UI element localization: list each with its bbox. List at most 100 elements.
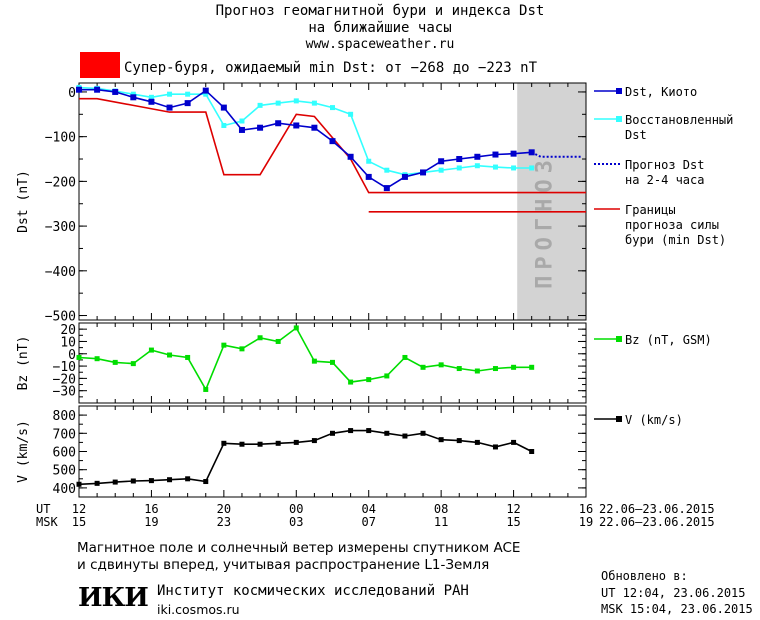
dst-kyoto-point xyxy=(510,150,517,157)
bz-point xyxy=(366,377,372,383)
v-point xyxy=(402,433,408,439)
dst-restored-point xyxy=(438,167,444,173)
v-point xyxy=(257,441,263,447)
dst-kyoto-point xyxy=(347,153,354,160)
v-point xyxy=(348,428,354,434)
dst-frame xyxy=(78,82,587,321)
dst-restored-point xyxy=(384,167,390,173)
dst-y-tick-label: −500 xyxy=(45,310,76,325)
v-point xyxy=(94,480,100,486)
dst-kyoto-point xyxy=(275,120,282,127)
ut-tick-label: 08 xyxy=(433,502,449,516)
bz-y-tick-label: −20 xyxy=(53,372,76,387)
ut-date-range: 22.06–23.06.2015 xyxy=(599,502,715,516)
v-point xyxy=(311,438,317,444)
bz-line xyxy=(78,326,532,392)
legend-v-swatch-marker xyxy=(616,416,622,422)
legend-restored-1: Восстановленный xyxy=(625,113,734,127)
institute-name: Институт космических исследований РАН xyxy=(157,583,469,599)
iki-logo: ИКИ xyxy=(78,583,149,613)
bz-point xyxy=(529,364,535,370)
msk-tick-label: 19 xyxy=(578,515,594,529)
updated-label: Обновлено в: xyxy=(601,569,688,583)
dst-restored-point xyxy=(330,105,335,111)
bz-point xyxy=(76,354,82,360)
dst-restored-point xyxy=(366,158,372,164)
dst-y-tick-label: −300 xyxy=(45,220,76,235)
bz-point xyxy=(438,362,444,368)
dst-kyoto-line xyxy=(79,88,532,190)
ut-tick-label: 04 xyxy=(361,502,376,516)
dst-bounds-line xyxy=(79,97,586,194)
legend-bz-swatch-marker xyxy=(616,336,622,342)
dst-kyoto-point xyxy=(220,104,227,111)
bz-point xyxy=(492,366,498,372)
ut-tick-label: 16 xyxy=(578,502,594,516)
bz-point xyxy=(511,364,517,370)
v-point xyxy=(76,481,82,487)
dst-kyoto-point xyxy=(184,100,191,107)
dst-y-tick-label: −400 xyxy=(45,265,76,280)
bz-point xyxy=(348,379,354,385)
v-point xyxy=(203,479,209,485)
bz-y-tick-label: 20 xyxy=(60,323,76,338)
dst-restored-point xyxy=(148,94,154,100)
legend-bounds-2: прогноза силы xyxy=(625,218,719,232)
v-point xyxy=(529,449,535,454)
legend-forecast-2: на 2-4 часа xyxy=(625,173,705,187)
bz-y-tick-label: −10 xyxy=(53,360,76,375)
bz-point xyxy=(221,342,227,348)
footer-note-line1: Магнитное поле и солнечный ветер измерен… xyxy=(77,540,521,556)
v-point xyxy=(293,439,299,445)
msk-tick-label: 15 xyxy=(506,515,521,529)
chart-title-line1: Прогноз геомагнитной бури и индекса Dst xyxy=(215,3,545,19)
msk-tick-label: 03 xyxy=(289,515,304,529)
dst-restored-point xyxy=(239,118,245,124)
dst-kyoto-point xyxy=(76,86,82,93)
dst-kyoto-point xyxy=(401,173,408,180)
dst-kyoto-point xyxy=(365,173,372,180)
v-point xyxy=(130,478,136,484)
bz-point xyxy=(112,359,118,365)
v-point xyxy=(438,437,444,443)
footer-note-line2: и сдвинуты вперед, учитывая распростране… xyxy=(77,557,490,573)
legend-kyoto-swatch-marker xyxy=(616,88,622,94)
v-frame xyxy=(78,405,587,498)
dst-kyoto-point xyxy=(257,124,264,131)
v-point xyxy=(185,476,191,482)
v-line xyxy=(78,429,533,486)
v-point xyxy=(221,440,227,446)
dst-restored-point xyxy=(203,91,209,97)
v-y-tick-label: 500 xyxy=(53,464,76,479)
dst-restored-point xyxy=(456,165,462,171)
v-point xyxy=(167,477,173,483)
bz-point xyxy=(456,366,462,372)
v-y-tick-label: 700 xyxy=(53,427,76,442)
dst-restored-point xyxy=(511,165,517,171)
v-point xyxy=(275,440,281,446)
dst-kyoto-point xyxy=(474,153,481,160)
institute-site[interactable]: iki.cosmos.ru xyxy=(157,602,240,617)
msk-tick-label: 11 xyxy=(433,515,449,529)
bz-point xyxy=(402,354,408,360)
bz-point xyxy=(239,346,245,352)
ut-tick-label: 20 xyxy=(216,502,232,516)
dst-restored-point xyxy=(275,100,281,106)
dst-restored-point xyxy=(492,164,498,170)
bz-point xyxy=(167,352,173,358)
dst-kyoto-point xyxy=(383,185,390,192)
legend-bounds-1: Границы xyxy=(625,203,676,217)
v-point xyxy=(474,439,480,445)
dst-kyoto-point xyxy=(329,138,336,145)
dst-restored-point xyxy=(529,165,535,171)
v-y-tick-label: 800 xyxy=(53,409,76,424)
bz-point xyxy=(330,359,335,365)
dst-restored-point xyxy=(130,91,136,97)
msk-tick-label: 23 xyxy=(216,515,232,529)
dst-kyoto-point xyxy=(238,126,245,133)
dst-kyoto-point xyxy=(293,122,300,129)
bz-point xyxy=(420,364,426,370)
dst-restored-point xyxy=(257,102,263,108)
v-point xyxy=(511,439,517,445)
